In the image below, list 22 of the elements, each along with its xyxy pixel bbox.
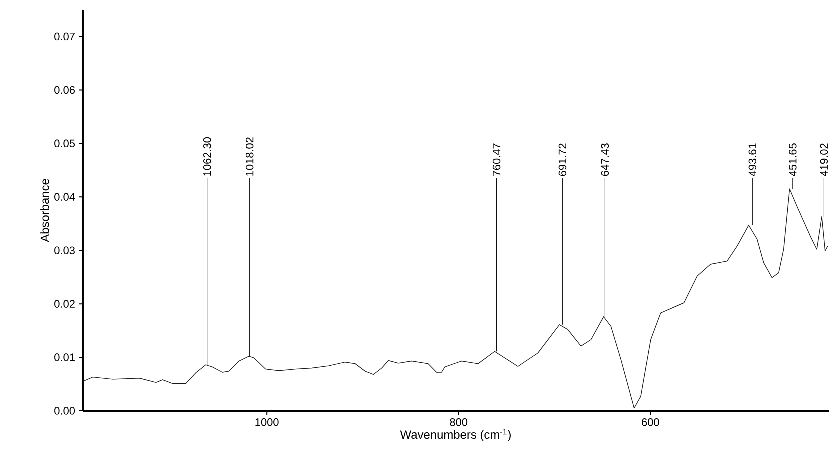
line-series [82,188,828,409]
y-tick-label: 0.06 [54,86,75,94]
y-tick-label: 0.07 [54,32,75,41]
y-tick-label: 0.04 [54,193,76,202]
x-tick-label: 600 [642,418,660,426]
annotation: 647.43 [601,144,610,176]
annotation: 493.61 [748,144,757,176]
annotation: 451.65 [789,144,797,176]
y-tick-label: 0.00 [54,407,76,415]
x-tick-label: 800 [450,418,468,426]
annotation: 419.02 [820,144,828,176]
annotation: 760.47 [492,144,501,176]
y-tick-label: 0.05 [54,140,75,148]
annotation: 1062.30 [203,138,212,176]
x-tick-label: 1000 [256,418,279,426]
annotation: 1018.02 [246,138,254,176]
y-tick-label: 0.02 [54,300,75,308]
x-axis-title: Wavenumbers (cm$^{-1}$) [400,429,511,442]
y-tick-label: 0.03 [54,246,75,254]
annotation: 691.72 [558,144,567,176]
y-axis-title: Absorbance [40,179,50,242]
y-tick-label: 0.01 [54,354,75,362]
